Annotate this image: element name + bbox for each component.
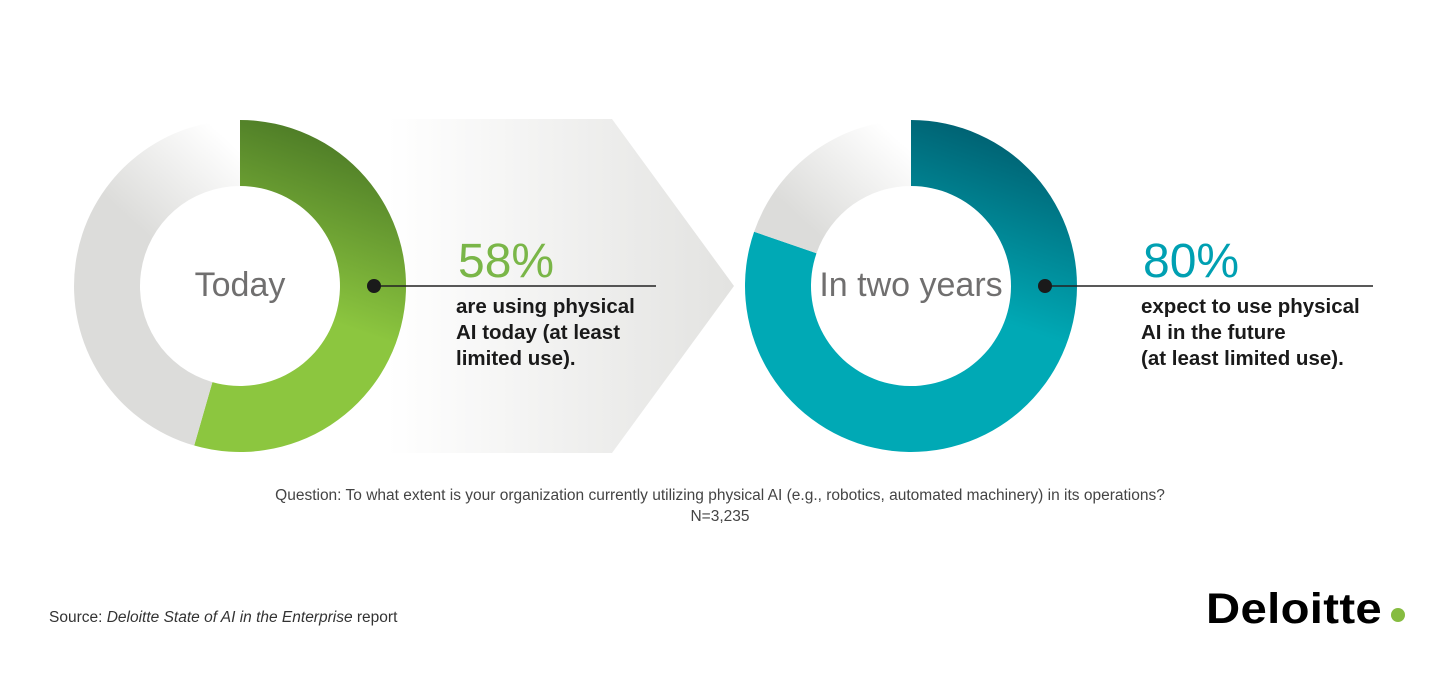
- svg-text:AI today (at least: AI today (at least: [456, 321, 620, 344]
- svg-text:limited use).: limited use).: [456, 347, 576, 370]
- svg-text:In two years: In two years: [819, 266, 1002, 304]
- svg-text:Today: Today: [195, 266, 286, 304]
- svg-text:AI in the future: AI in the future: [1141, 321, 1286, 344]
- svg-text:58%: 58%: [458, 235, 554, 288]
- svg-text:(at least limited use).: (at least limited use).: [1141, 347, 1344, 370]
- svg-text:N=3,235: N=3,235: [690, 508, 749, 525]
- svg-text:Deloitte: Deloitte: [1206, 584, 1382, 633]
- svg-text:80%: 80%: [1143, 235, 1239, 288]
- svg-text:expect to use physical: expect to use physical: [1141, 295, 1360, 318]
- svg-text:are using physical: are using physical: [456, 295, 635, 318]
- svg-text:Question: To what extent is yo: Question: To what extent is your organiz…: [275, 487, 1165, 504]
- svg-text:Source: Deloitte State of AI i: Source: Deloitte State of AI in the Ente…: [49, 609, 398, 626]
